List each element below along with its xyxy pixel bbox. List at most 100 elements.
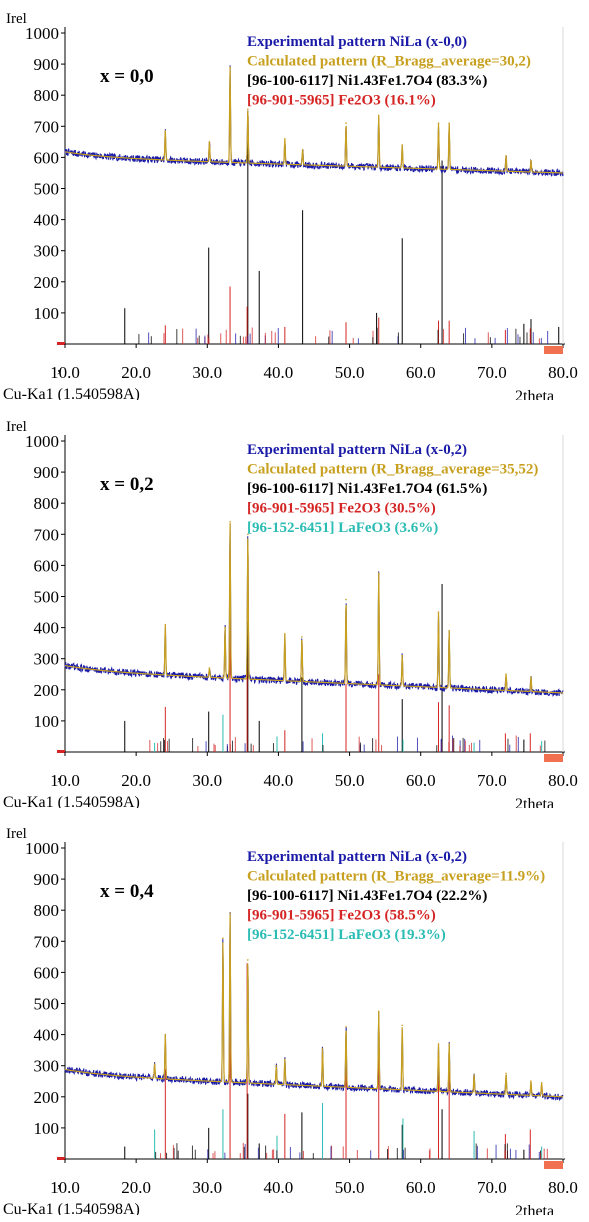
x-axis-label: 2theta — [515, 796, 554, 808]
peak-point — [505, 673, 507, 676]
peak-point — [247, 533, 249, 536]
x-tick-label: 60.0 — [406, 771, 436, 790]
y-tick-label: 600 — [34, 556, 60, 575]
legend-entry: [96-100-6117] Ni1.43Fe1.7O4 (22.2%) — [247, 888, 487, 904]
x-axis-comma-mark: , — [57, 765, 61, 784]
y-tick-label: 500 — [34, 588, 60, 607]
y-tick-label: 900 — [34, 55, 60, 74]
phase-ticks-nife — [124, 110, 560, 344]
legend-entry: [96-152-6451] LaFeO3 (3.6%) — [247, 520, 438, 536]
y-axis-label: Irel — [6, 419, 27, 435]
peak-point — [284, 1058, 286, 1061]
phase-ticks-fe2o3 — [164, 286, 531, 344]
peak-point — [377, 572, 380, 574]
peak-point — [164, 623, 167, 626]
x-axis-comma-mark: , — [57, 357, 61, 376]
peak-point — [505, 1072, 507, 1075]
x-tick-label: 70.0 — [477, 363, 507, 382]
peak-point — [222, 937, 224, 939]
legend-entry: Experimental pattern NiLa (x-0,0) — [247, 34, 467, 50]
peak-point — [377, 114, 380, 117]
peak-point — [530, 1080, 532, 1083]
peak-point — [401, 144, 404, 146]
y-tick-label: 700 — [34, 525, 60, 544]
peak-point — [247, 108, 249, 110]
axis-origin-marker — [57, 342, 65, 345]
y-tick-label: 700 — [34, 932, 60, 951]
x-tick-label: 40.0 — [264, 1178, 294, 1197]
y-tick-label: 1000 — [25, 24, 59, 43]
range-marker — [544, 346, 563, 354]
legend-entry: [96-901-5965] Fe2O3 (58.5%) — [247, 908, 436, 924]
phase-ticks-lafeo3 — [154, 714, 543, 752]
peak-point — [275, 1064, 278, 1067]
x-tick-label: 30.0 — [192, 1178, 222, 1197]
x-tick-label: 50.0 — [335, 1178, 365, 1197]
x-tick-label: 70.0 — [477, 771, 507, 790]
peak-point — [401, 654, 404, 657]
x-tick-label: 50.0 — [335, 771, 365, 790]
calculated-pattern-line — [64, 522, 564, 694]
x-tick-label: 20.0 — [121, 1178, 151, 1197]
x-tick-label: 10.0 — [50, 363, 80, 382]
y-tick-label: 400 — [34, 619, 60, 638]
legend-entry: [96-901-5965] Fe2O3 (16.1%) — [247, 93, 436, 109]
axis-origin-marker — [57, 750, 65, 753]
y-tick-label: 900 — [34, 870, 60, 889]
experimental-pattern-line — [64, 65, 564, 177]
peak-point — [284, 633, 286, 635]
x-tick-label: 40.0 — [264, 771, 294, 790]
y-tick-label: 300 — [34, 650, 60, 669]
peak-point — [229, 66, 231, 69]
calculated-pattern-line — [64, 67, 564, 174]
peak-point — [437, 611, 440, 613]
peak-point — [448, 1043, 450, 1045]
peak-point — [345, 122, 347, 124]
y-tick-label: 300 — [34, 242, 60, 261]
peak-point — [505, 155, 507, 157]
peak-point — [448, 122, 450, 124]
legend-entry: Calculated pattern (R_Bragg_average=30,2… — [247, 54, 531, 70]
peak-point — [247, 959, 249, 961]
peak-point — [301, 148, 304, 151]
peak-point — [401, 1024, 404, 1027]
experimental-pattern-line — [64, 912, 564, 1102]
xrd-panel-x-0-4: 100 200 300 400 500 600 700 800 900 1000 10.0 20.0 3… — [0, 815, 589, 1215]
phase-ticks-lafeo3 — [154, 1103, 543, 1159]
peak-point — [530, 159, 532, 162]
y-tick-label: 800 — [34, 494, 60, 513]
x-tick-label: 10.0 — [50, 1178, 80, 1197]
x-tick-label: 70.0 — [477, 1178, 507, 1197]
legend-entry: Calculated pattern (R_Bragg_average=11.9… — [247, 869, 545, 885]
x-axis-label: 2theta — [515, 388, 554, 400]
y-tick-label: 200 — [34, 273, 60, 292]
source-label: Cu-Ka1 (1.540598A) — [3, 1201, 140, 1215]
x-tick-label: 50.0 — [335, 363, 365, 382]
y-tick-label: 400 — [34, 211, 60, 230]
y-tick-label: 200 — [34, 1088, 60, 1107]
y-axis-label: Irel — [6, 11, 27, 27]
y-tick-label: 600 — [34, 963, 60, 982]
peak-point — [153, 1063, 156, 1065]
experimental-pattern-line — [64, 523, 564, 697]
sample-label: x = 0,4 — [100, 881, 154, 902]
y-tick-label: 800 — [34, 86, 60, 105]
peak-point — [301, 636, 303, 638]
peak-point — [377, 1010, 380, 1013]
x-tick-label: 80.0 — [548, 771, 578, 790]
y-tick-label: 700 — [34, 117, 60, 136]
phase-ticks-fe2o3 — [164, 618, 531, 752]
legend-entry: Experimental pattern NiLa (x-0,2) — [247, 849, 467, 865]
peak-point — [530, 676, 532, 679]
range-marker — [544, 754, 563, 762]
y-tick-label: 500 — [34, 995, 60, 1014]
peak-point — [321, 1047, 324, 1050]
xrd-chart-svg: 100 200 300 400 500 600 700 800 900 1000 10.0 20.0 3… — [3, 419, 578, 808]
peak-point — [437, 122, 440, 124]
x-tick-label: 80.0 — [548, 363, 578, 382]
sample-label: x = 0,2 — [100, 474, 154, 495]
peak-point — [224, 626, 226, 629]
x-tick-label: 60.0 — [406, 363, 436, 382]
source-label: Cu-Ka1 (1.540598A) — [3, 794, 140, 808]
source-label: Cu-Ka1 (1.540598A) — [3, 386, 140, 400]
